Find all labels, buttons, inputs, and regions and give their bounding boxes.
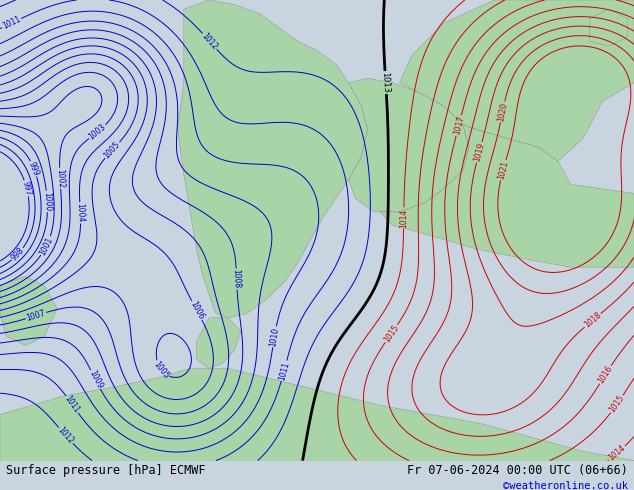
- Text: 1011: 1011: [277, 360, 291, 381]
- Text: 998: 998: [10, 246, 26, 263]
- Text: 1013: 1013: [380, 72, 391, 94]
- Text: 1016: 1016: [597, 364, 614, 385]
- Text: 1014: 1014: [399, 208, 408, 228]
- Text: 1015: 1015: [382, 323, 401, 344]
- Text: 1003: 1003: [87, 122, 108, 142]
- Text: Fr 07-06-2024 00:00 UTC (06+66): Fr 07-06-2024 00:00 UTC (06+66): [407, 465, 628, 477]
- Text: 1018: 1018: [583, 311, 603, 330]
- Text: 1007: 1007: [25, 308, 47, 323]
- Text: 1002: 1002: [55, 169, 65, 188]
- Text: 1004: 1004: [75, 203, 85, 223]
- Text: 1005: 1005: [102, 140, 122, 160]
- Polygon shape: [380, 124, 634, 267]
- Text: 997: 997: [20, 180, 33, 196]
- Text: ©weatheronline.co.uk: ©weatheronline.co.uk: [503, 481, 628, 490]
- Text: 1014: 1014: [607, 443, 627, 463]
- Text: 1021: 1021: [496, 160, 510, 180]
- Text: 1005: 1005: [152, 359, 171, 380]
- Text: 1012: 1012: [200, 31, 219, 51]
- Text: 1008: 1008: [231, 269, 242, 289]
- Polygon shape: [0, 276, 57, 345]
- Text: 1015: 1015: [608, 393, 626, 415]
- Text: 1001: 1001: [38, 235, 55, 257]
- Polygon shape: [197, 318, 241, 368]
- Text: 1020: 1020: [496, 101, 509, 122]
- Polygon shape: [178, 0, 368, 318]
- Polygon shape: [399, 0, 634, 161]
- Text: 1009: 1009: [87, 369, 104, 390]
- Text: Surface pressure [hPa] ECMWF: Surface pressure [hPa] ECMWF: [6, 465, 206, 477]
- Text: 1000: 1000: [42, 192, 52, 211]
- Polygon shape: [349, 78, 469, 212]
- Polygon shape: [0, 368, 634, 470]
- Polygon shape: [590, 9, 628, 46]
- Text: 1006: 1006: [188, 300, 205, 321]
- Text: 1012: 1012: [56, 425, 75, 446]
- Text: 1011: 1011: [1, 15, 22, 31]
- Text: 1010: 1010: [268, 326, 280, 347]
- Text: 1019: 1019: [472, 142, 486, 163]
- Text: 1011: 1011: [63, 394, 81, 415]
- Text: 999: 999: [27, 160, 41, 177]
- Text: 1017: 1017: [452, 115, 465, 136]
